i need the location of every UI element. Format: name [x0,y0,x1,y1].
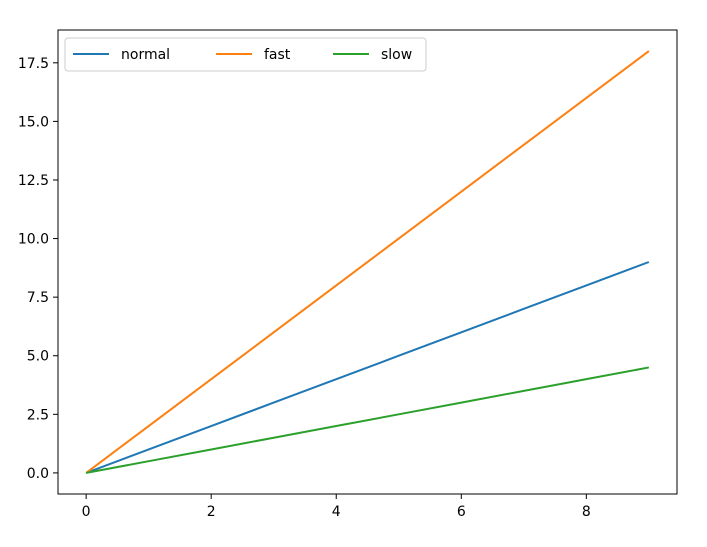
y-tick-label: 12.5 [18,173,49,189]
series-layer [85,50,650,474]
series-line-normal [85,261,650,474]
y-tick-label: 2.5 [27,407,49,423]
x-tick-label: 0 [82,504,91,520]
x-tick-label: 8 [582,504,591,520]
y-tick-label: 7.5 [27,290,49,306]
x-tick-label: 4 [332,504,341,520]
y-tick-label: 17.5 [18,56,49,72]
legend-label-normal: normal [121,47,170,63]
x-axis: 0 2 4 6 8 [82,494,591,520]
y-tick-label: 10.0 [18,232,49,248]
y-tick-label: 5.0 [27,349,49,365]
y-tick-label: 15.0 [18,114,49,130]
legend-label-fast: fast [264,47,291,63]
plot-frame [57,29,678,495]
x-tick-label: 6 [457,504,466,520]
y-tick-label: 0.0 [27,466,49,482]
x-tick-label: 2 [207,504,216,520]
series-line-fast [85,50,650,474]
y-axis: 0.0 2.5 5.0 7.5 10.0 12.5 15.0 17.5 [18,56,58,482]
legend-label-slow: slow [381,47,412,63]
legend: normal fast slow [64,37,427,72]
series-line-slow [85,366,650,474]
